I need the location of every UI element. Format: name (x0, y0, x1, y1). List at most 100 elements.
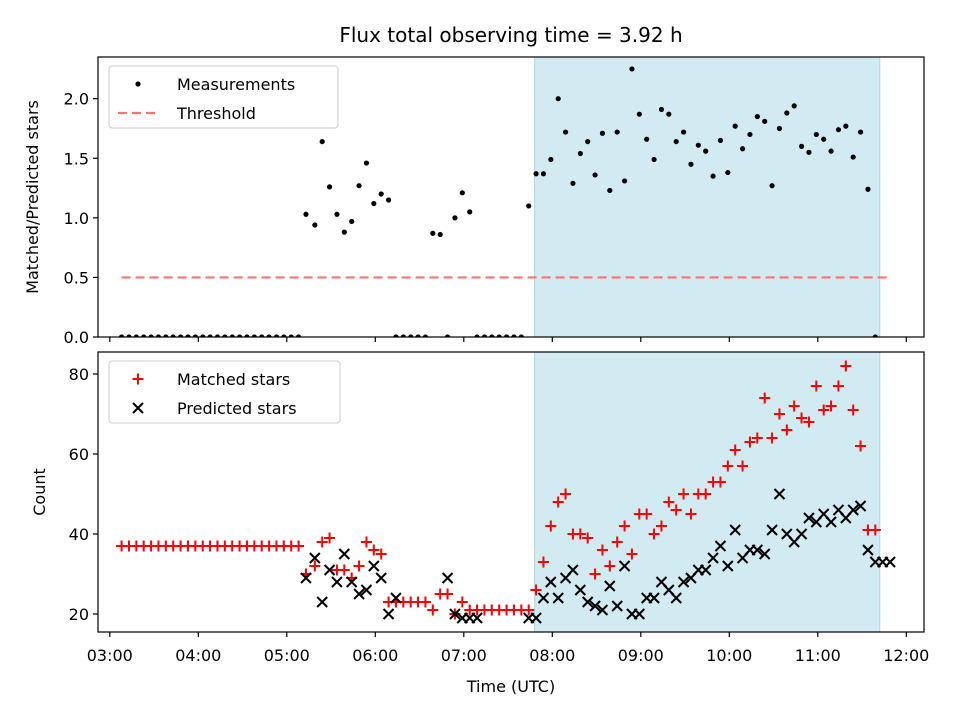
x-tick-label: 10:00 (706, 646, 752, 665)
measurement-point (341, 229, 347, 235)
measurement-point (769, 183, 775, 189)
y-tick-label: 40 (69, 525, 89, 544)
matched-star-point (552, 496, 564, 508)
measurement-point (511, 334, 517, 337)
measurement-point (288, 334, 294, 337)
matched-star-point (759, 392, 771, 404)
predicted-star-point (766, 524, 778, 536)
measurement-point (437, 231, 443, 238)
measurement-point (872, 334, 878, 337)
measurement-point (319, 138, 325, 145)
y-tick-label: 2.0 (64, 90, 89, 109)
measurement-point (835, 127, 842, 133)
measurement-point (710, 173, 716, 179)
y-tick-label: 80 (69, 365, 89, 384)
matched-star-point (442, 588, 454, 600)
measurement-point (334, 211, 340, 217)
measurement-point (680, 129, 687, 135)
ratio-panel: 0.0 0.5 1.0 1.5 2.0 Matched/Predicted stars Me… (23, 56, 925, 347)
measurement-point (828, 148, 834, 154)
count-panel: 20 40 60 80 03:00 04:00 05:00 06:00 07:00 08:00 09… (30, 351, 929, 665)
y-tick-label: 0.0 (64, 328, 89, 347)
measurement-point (673, 138, 679, 145)
measurement-point (518, 334, 524, 337)
legend: Matched stars Predicted stars (108, 360, 341, 424)
measurement-point (533, 171, 539, 177)
measurement-point (865, 186, 871, 192)
measurement-point (614, 129, 620, 135)
predicted-star-point (368, 560, 380, 572)
matched-star-point (596, 544, 608, 556)
x-tick-label: 12:00 (883, 646, 929, 665)
matched-star-point (751, 432, 763, 444)
measurement-point (489, 334, 495, 337)
y-axis-label: Count (30, 468, 49, 516)
measurement-point (393, 334, 399, 337)
measurement-point (850, 154, 856, 160)
measurement-point (739, 146, 746, 152)
predicted-star-point (309, 552, 321, 564)
matched-star-point (537, 556, 549, 568)
measurement-point (857, 129, 864, 135)
y-tick-label: 20 (69, 605, 89, 624)
predicted-star-point (596, 604, 609, 616)
predicted-star-point (648, 592, 660, 604)
matched-star-point (293, 540, 305, 552)
matched-star-point (604, 560, 616, 572)
x-tick-label: 11:00 (795, 646, 841, 665)
predicted-star-point (345, 576, 358, 588)
matched-star-point (368, 544, 380, 556)
measurement-point (540, 171, 547, 177)
measurement-point (133, 334, 139, 337)
measurement-point (725, 169, 731, 176)
matched-star-point (670, 504, 682, 516)
predicted-star-point (854, 500, 867, 512)
predicted-star-point (449, 608, 461, 620)
predicted-star-point (714, 540, 727, 552)
legend: Measurements Threshold (108, 65, 339, 129)
measurement-point (570, 180, 576, 186)
measurement-point (754, 113, 760, 120)
y-axis-label: Matched/Predicted stars (23, 100, 42, 294)
measurement-point (798, 143, 805, 149)
predicted-star-point (862, 544, 874, 556)
predicted-star-point (884, 556, 896, 568)
x-tick-label: 08:00 (529, 646, 575, 665)
matched-star-point (663, 496, 675, 508)
predicted-star-point (751, 544, 764, 556)
matched-star-point (375, 548, 387, 560)
chart-title: Flux total observing time = 3.92 h (339, 23, 682, 47)
measurement-point (717, 137, 724, 144)
measurement-point (237, 334, 243, 337)
measurement-point (141, 334, 147, 337)
matched-star-point (427, 604, 439, 616)
predicted-star-point (390, 592, 402, 604)
predicted-star-point (537, 592, 550, 604)
measurement-point (281, 334, 287, 337)
measurement-point (119, 334, 125, 337)
predicted-star-point (471, 612, 483, 624)
predicted-star-point (382, 608, 395, 620)
measurement-point (422, 334, 429, 337)
observing-span (534, 351, 881, 633)
observing-span (534, 56, 881, 338)
measurement-point (170, 334, 176, 337)
measurement-point (695, 142, 701, 148)
x-tick-label: 03:00 (87, 646, 133, 665)
predicted-star-point (567, 564, 579, 576)
measurement-point (651, 156, 657, 163)
predicted-star-point (604, 580, 616, 592)
measurement-point (666, 111, 672, 117)
y-tick-label: 60 (69, 445, 89, 464)
matched-star-point (309, 560, 321, 572)
measurement-point (214, 334, 221, 337)
measurement-point (467, 209, 473, 215)
matched-star-point (869, 524, 881, 536)
measurement-point (400, 334, 406, 337)
predicted-star-point (323, 564, 336, 576)
matched-star-point (796, 412, 808, 424)
measurement-point (356, 183, 362, 189)
legend-label: Predicted stars (177, 399, 297, 418)
measurement-point (784, 110, 790, 116)
measurement-point (259, 334, 265, 337)
